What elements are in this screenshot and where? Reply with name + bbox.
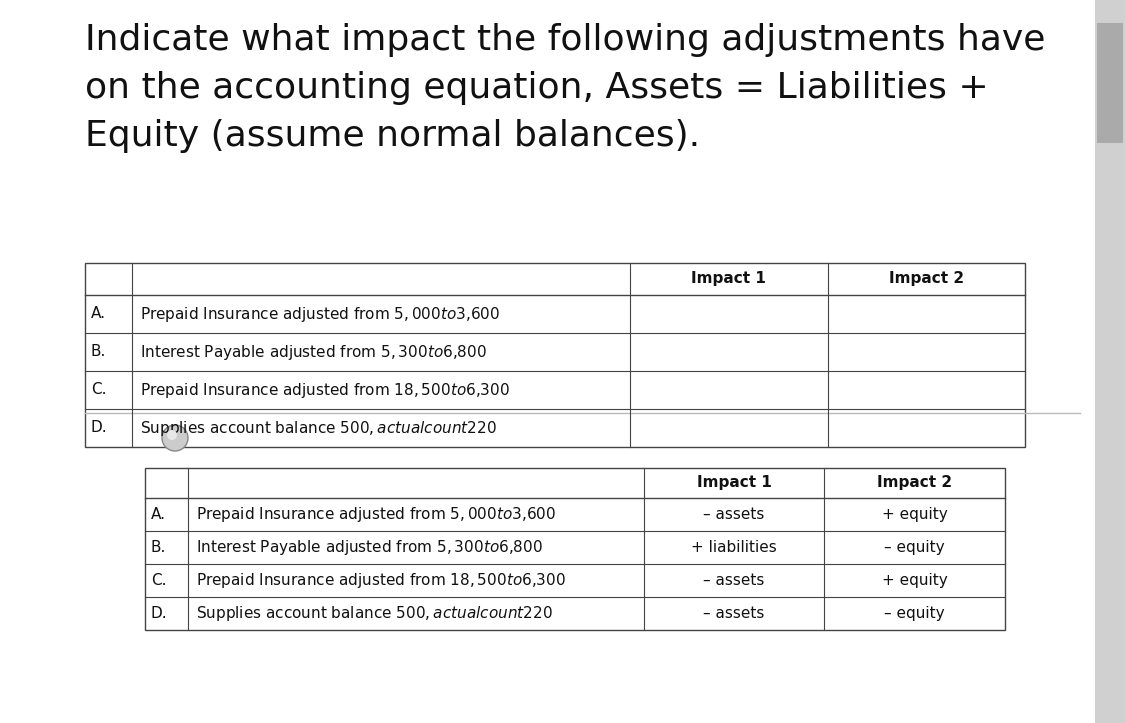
Text: Interest Payable adjusted from $5,300 to $6,800: Interest Payable adjusted from $5,300 to… [140, 343, 487, 362]
Text: Supplies account balance $500, actual count $220: Supplies account balance $500, actual co… [196, 604, 552, 623]
Text: Equity (assume normal balances).: Equity (assume normal balances). [86, 119, 700, 153]
Text: – assets: – assets [703, 507, 765, 522]
Text: C.: C. [91, 382, 107, 398]
Text: Interest Payable adjusted from $5,300 to $6,800: Interest Payable adjusted from $5,300 to… [196, 538, 543, 557]
Text: – equity: – equity [884, 606, 945, 621]
Bar [1095, 0, 1125, 723]
Text: B.: B. [151, 540, 166, 555]
Text: C.: C. [151, 573, 166, 588]
Text: + liabilities: + liabilities [691, 540, 777, 555]
Text: – assets: – assets [703, 606, 765, 621]
Text: Prepaid Insurance adjusted from $5,000 to $3,600: Prepaid Insurance adjusted from $5,000 t… [196, 505, 556, 524]
Bar [145, 468, 1005, 630]
Text: – equity: – equity [884, 540, 945, 555]
Text: Impact 1: Impact 1 [692, 272, 766, 286]
Circle shape [166, 430, 177, 440]
Text: Indicate what impact the following adjustments have: Indicate what impact the following adjus… [86, 23, 1045, 57]
Text: Prepaid Insurance adjusted from $5,000 to $3,600: Prepaid Insurance adjusted from $5,000 t… [140, 304, 501, 323]
Circle shape [162, 425, 188, 451]
Text: Prepaid Insurance adjusted from $18,500 to $6,300: Prepaid Insurance adjusted from $18,500 … [140, 380, 510, 400]
Text: D.: D. [151, 606, 168, 621]
Bar [1097, 23, 1123, 143]
Text: Impact 1: Impact 1 [696, 476, 772, 490]
Text: B.: B. [91, 344, 107, 359]
Text: A.: A. [151, 507, 166, 522]
Bar [86, 263, 1025, 447]
Text: Prepaid Insurance adjusted from $18,500 to $6,300: Prepaid Insurance adjusted from $18,500 … [196, 571, 566, 590]
Text: Impact 2: Impact 2 [878, 476, 952, 490]
Text: on the accounting equation, Assets = Liabilities +: on the accounting equation, Assets = Lia… [86, 71, 989, 105]
Text: Supplies account balance $500, actual count $220: Supplies account balance $500, actual co… [140, 419, 497, 437]
Text: Impact 2: Impact 2 [889, 272, 964, 286]
Text: D.: D. [91, 421, 108, 435]
Text: A.: A. [91, 307, 106, 322]
Text: + equity: + equity [882, 507, 947, 522]
Text: + equity: + equity [882, 573, 947, 588]
Text: – assets: – assets [703, 573, 765, 588]
